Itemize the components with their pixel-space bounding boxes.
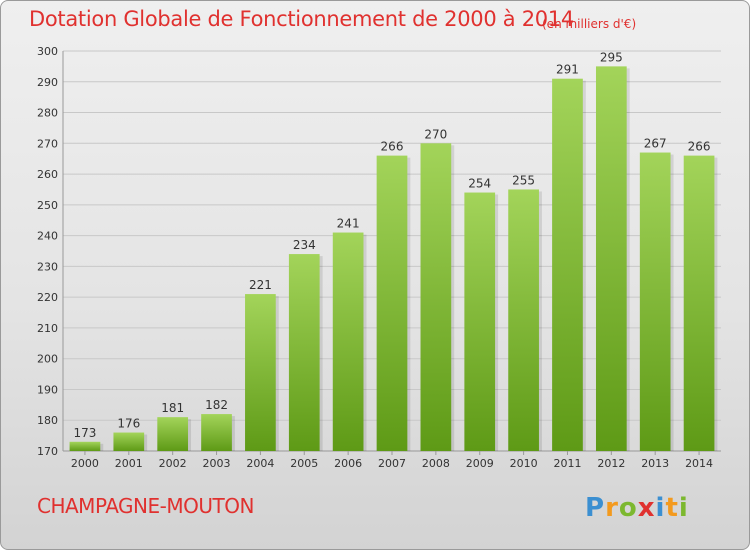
y-tick-label: 200 (37, 353, 58, 366)
value-label-2003: 182 (205, 398, 228, 412)
bar-2006 (332, 232, 364, 451)
value-label-2013: 267 (644, 137, 667, 151)
bar-2012 (595, 66, 627, 451)
x-tick-label-2008: 2008 (422, 457, 450, 470)
bar-2009 (464, 192, 496, 452)
bar-2000 (69, 441, 101, 451)
value-label-2012: 295 (600, 50, 623, 64)
bar-2004 (245, 294, 276, 451)
y-tick-label: 250 (37, 199, 58, 212)
x-tick-label-2009: 2009 (466, 457, 494, 470)
x-tick-label-2011: 2011 (553, 457, 581, 470)
x-tick-label-2004: 2004 (246, 457, 274, 470)
value-label-2005: 234 (293, 238, 316, 252)
bar-2010 (508, 189, 539, 451)
x-tick-label-2007: 2007 (378, 457, 406, 470)
y-tick-label: 240 (37, 230, 58, 243)
y-tick-label: 280 (37, 107, 58, 120)
value-label-2010: 255 (512, 173, 535, 187)
value-label-2004: 221 (249, 278, 272, 292)
x-tick-label-2005: 2005 (290, 457, 318, 470)
x-tick-label-2010: 2010 (510, 457, 538, 470)
bar-2002 (157, 417, 189, 451)
value-label-2000: 173 (73, 426, 96, 440)
svg-text:Proxiti: Proxiti (585, 493, 689, 523)
value-label-2008: 270 (424, 127, 447, 141)
x-tick-label-2002: 2002 (159, 457, 187, 470)
value-label-2001: 176 (117, 417, 140, 431)
y-tick-label: 170 (37, 445, 58, 458)
x-tick-label-2001: 2001 (115, 457, 143, 470)
y-tick-label: 220 (37, 291, 58, 304)
value-label-2011: 291 (556, 63, 579, 77)
y-tick-label: 290 (37, 76, 58, 89)
bar-2007 (376, 155, 408, 451)
value-label-2007: 266 (381, 140, 404, 154)
bar-2014 (683, 155, 715, 451)
x-tick-label-2014: 2014 (685, 457, 713, 470)
bar-2005 (288, 254, 320, 451)
proxiti-logo: Proxiti (585, 493, 689, 523)
value-label-2006: 241 (337, 217, 360, 231)
value-label-2002: 181 (161, 401, 184, 415)
value-label-2009: 254 (468, 177, 491, 191)
chart-title: Dotation Globale de Fonctionnement de 20… (29, 7, 574, 31)
bar-2001 (113, 432, 145, 451)
x-tick-label-2013: 2013 (641, 457, 669, 470)
value-label-2014: 266 (688, 140, 711, 154)
x-tick-label-2000: 2000 (71, 457, 99, 470)
y-tick-label: 260 (37, 168, 58, 181)
y-tick-label: 190 (37, 383, 58, 396)
chart-subtitle: (en milliers d'€) (542, 17, 637, 31)
x-tick-label-2012: 2012 (597, 457, 625, 470)
bar-2013 (639, 152, 671, 452)
bar-2011 (552, 78, 583, 451)
y-tick-label: 230 (37, 260, 58, 273)
x-tick-label-2003: 2003 (203, 457, 231, 470)
x-tick-label-2006: 2006 (334, 457, 362, 470)
y-tick-label: 300 (37, 45, 58, 58)
bar-2008 (420, 143, 452, 452)
y-tick-label: 180 (37, 414, 58, 427)
y-tick-label: 210 (37, 322, 58, 335)
bar-2003 (201, 414, 232, 451)
y-tick-label: 270 (37, 137, 58, 150)
commune-name: CHAMPAGNE-MOUTON (37, 494, 254, 518)
